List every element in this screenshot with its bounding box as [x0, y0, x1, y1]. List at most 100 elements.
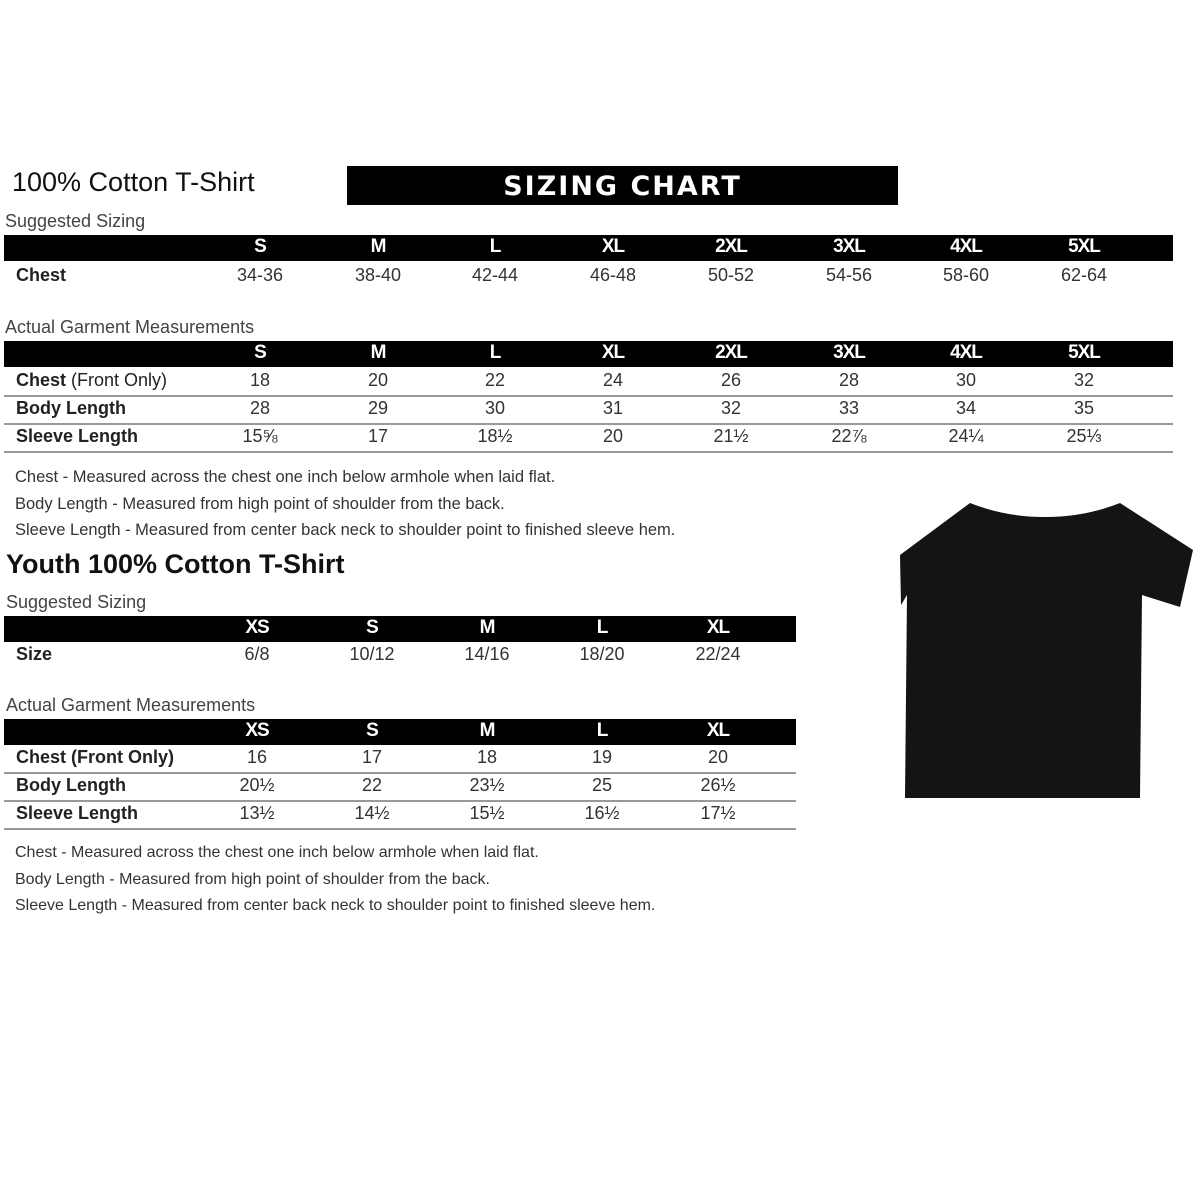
size-header-s: S: [366, 720, 379, 741]
table-cell: 32: [1073, 370, 1095, 390]
table-cell: 20: [602, 426, 624, 446]
adult-title: 100% Cotton T-Shirt: [12, 167, 255, 197]
table-cell: 17½: [700, 803, 736, 823]
row-label-text: Chest: [16, 370, 67, 390]
table-cell: 19: [591, 747, 613, 767]
row-label-text: Chest: [16, 265, 67, 285]
table-cell: 22⅞: [831, 426, 867, 446]
table-header-row: XS S M L XL: [4, 616, 796, 642]
row-label: Chest (Front Only): [16, 370, 167, 391]
size-header-xl: XL: [601, 236, 625, 257]
note-line: Chest - Measured across the chest one in…: [15, 844, 539, 861]
note-line: Sleeve Length - Measured from center bac…: [15, 897, 656, 914]
row-label-note: (Front Only): [71, 370, 168, 390]
size-header-xl: XL: [706, 720, 730, 741]
note-line: Sleeve Length - Measured from center bac…: [15, 521, 676, 539]
table-header-row: S M L XL 2XL 3XL 4XL 5XL: [4, 235, 1173, 261]
table-cell: 21½: [713, 426, 749, 446]
table-cell: 24¼: [948, 426, 984, 446]
size-header-2xl: 2XL: [715, 342, 748, 363]
youth-suggested-label: Suggested Sizing: [6, 592, 147, 612]
adult-suggested-label: Suggested Sizing: [5, 211, 146, 231]
adult-measure-label: Actual Garment Measurements: [5, 317, 255, 337]
row-separator: [4, 772, 796, 774]
table-cell: 16: [246, 747, 268, 767]
row-label-text: Body Length: [16, 775, 126, 795]
table-cell: 26½: [700, 775, 736, 795]
table-cell: 25: [591, 775, 613, 795]
size-header-l: L: [596, 617, 609, 638]
table-cell: 26: [720, 370, 742, 390]
row-label-text: Body Length: [16, 398, 126, 418]
youth-measure-label: Actual Garment Measurements: [6, 695, 256, 715]
table-cell: 24: [602, 370, 624, 390]
size-header-s: S: [366, 617, 379, 638]
table-cell: 62-64: [1060, 265, 1108, 285]
table-cell: 46-48: [589, 265, 637, 285]
table-cell: 34: [955, 398, 977, 418]
note-line: Body Length - Measured from high point o…: [15, 870, 490, 888]
table-cell: 18: [476, 747, 498, 767]
table-cell: 35: [1073, 398, 1095, 418]
row-label-text: Size: [16, 644, 53, 664]
table-cell: 20: [367, 370, 389, 390]
size-header-xl: XL: [706, 617, 730, 638]
size-header-4xl: 4XL: [950, 236, 983, 257]
size-header-4xl: 4XL: [950, 342, 983, 363]
size-header-l: L: [489, 342, 502, 363]
size-header-l: L: [489, 236, 502, 257]
table-cell: 16½: [584, 803, 620, 823]
table-cell: 30: [484, 398, 506, 418]
note-line: Chest - Measured across the chest one in…: [15, 468, 556, 486]
size-header-s: S: [254, 236, 267, 257]
table-cell: 25⅓: [1066, 426, 1102, 446]
row-label: Chest (Front Only): [16, 747, 174, 768]
table-header-row: XS S M L XL: [4, 719, 796, 745]
row-separator: [4, 800, 796, 802]
table-cell: 22/24: [695, 644, 741, 664]
row-label: Body Length: [16, 398, 126, 419]
table-cell: 20: [707, 747, 729, 767]
size-header-m: M: [370, 236, 387, 257]
table-cell: 34-36: [236, 265, 284, 285]
table-cell: 18½: [477, 426, 513, 446]
table-cell: 23½: [469, 775, 505, 795]
row-label: Body Length: [16, 775, 126, 796]
table-cell: 54-56: [825, 265, 873, 285]
table-cell: 31: [602, 398, 624, 418]
table-cell: 38-40: [354, 265, 402, 285]
table-cell: 13½: [239, 803, 275, 823]
table-cell: 30: [955, 370, 977, 390]
table-cell: 33: [838, 398, 860, 418]
row-label-text: Sleeve Length: [16, 803, 139, 823]
row-label: Sleeve Length: [16, 803, 138, 824]
size-header-5xl: 5XL: [1068, 342, 1101, 363]
row-separator: [4, 828, 796, 830]
row-label: Size: [16, 644, 52, 665]
size-header-xs: XS: [245, 720, 269, 741]
table-cell: 29: [367, 398, 389, 418]
table-cell: 42-44: [471, 265, 519, 285]
size-header-xl: XL: [601, 342, 625, 363]
note-line: Body Length - Measured from high point o…: [15, 494, 505, 513]
row-separator: [4, 395, 1173, 397]
table-cell: 28: [249, 398, 271, 418]
table-cell: 6/8: [244, 644, 270, 664]
table-cell: 15⅝: [242, 426, 278, 446]
tshirt-image: [900, 503, 1193, 798]
size-header-l: L: [596, 720, 609, 741]
table-cell: 17: [367, 426, 389, 446]
size-header-3xl: 3XL: [833, 236, 866, 257]
table-cell: 10/12: [349, 644, 395, 664]
row-label: Sleeve Length: [16, 426, 138, 447]
table-cell: 28: [838, 370, 860, 390]
table-cell: 50-52: [707, 265, 755, 285]
row-label: Chest: [16, 265, 66, 286]
table-cell: 15½: [469, 803, 505, 823]
size-header-xs: XS: [245, 617, 269, 638]
size-header-s: S: [254, 342, 267, 363]
size-header-3xl: 3XL: [833, 342, 866, 363]
row-separator: [4, 423, 1173, 425]
size-header-2xl: 2XL: [715, 236, 748, 257]
